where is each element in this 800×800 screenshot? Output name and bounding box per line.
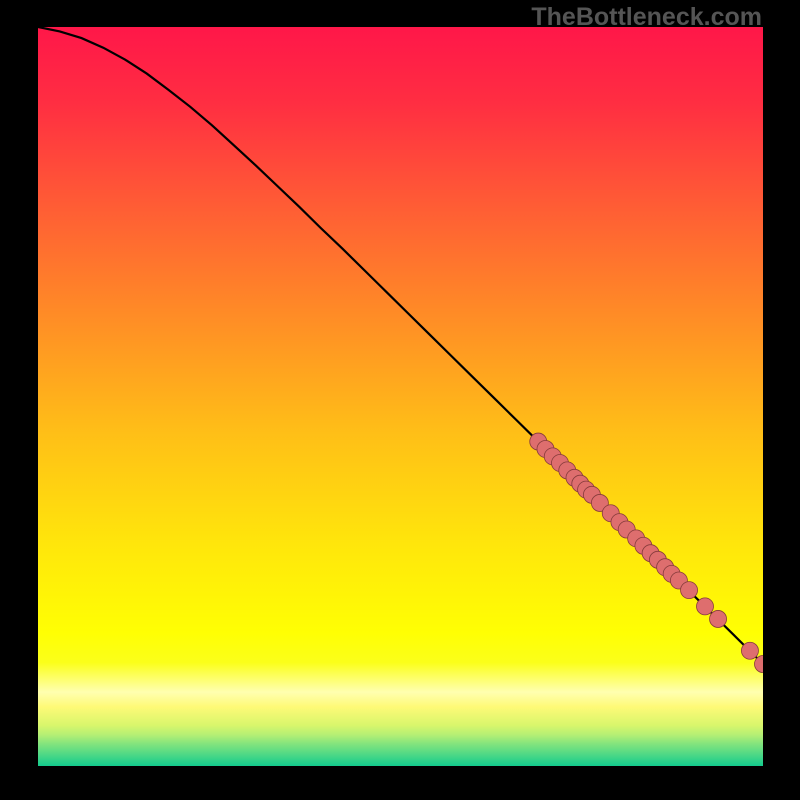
- data-marker: [697, 598, 714, 615]
- chart-container: [38, 27, 763, 766]
- gradient-background: [38, 27, 763, 766]
- chart-svg: [38, 27, 763, 766]
- data-marker: [681, 582, 698, 599]
- data-marker: [741, 642, 758, 659]
- data-marker: [710, 610, 727, 627]
- watermark-label: TheBottleneck.com: [531, 3, 762, 32]
